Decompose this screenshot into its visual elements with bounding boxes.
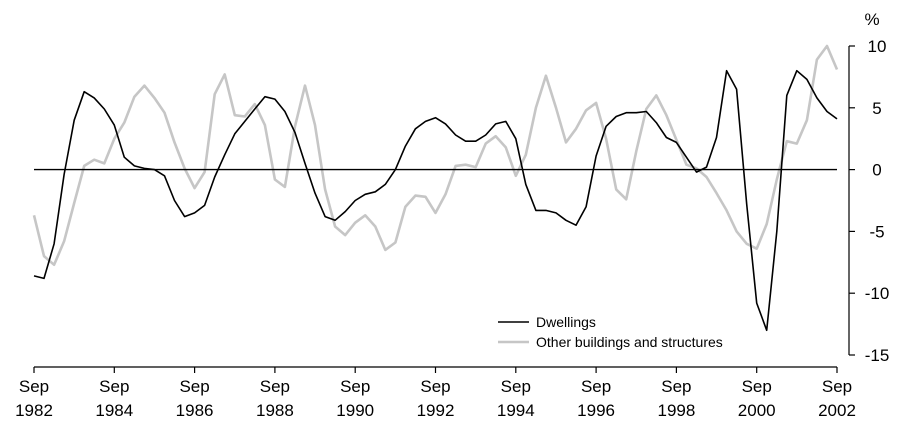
x-tick-label-year: 1988: [256, 401, 294, 420]
x-tick-label-month: Sep: [99, 377, 129, 396]
series-layer: [32, 44, 839, 332]
y-tick-label: -10: [865, 284, 890, 303]
legend: Dwellings Other buildings and structures: [498, 314, 723, 350]
x-tick-label-month: Sep: [581, 377, 611, 396]
legend-label-other-buildings: Other buildings and structures: [536, 334, 723, 350]
x-tick-label-year: 1982: [15, 401, 53, 420]
x-tick-label-month: Sep: [501, 377, 531, 396]
x-tick-label-year: 1986: [176, 401, 214, 420]
x-tick-label-month: Sep: [742, 377, 772, 396]
x-tick-label-month: Sep: [19, 377, 49, 396]
series-line-dwellings: [33, 69, 838, 332]
x-tick-label-year: 1990: [336, 401, 374, 420]
x-tick-label-month: Sep: [420, 377, 450, 396]
x-tick-label-year: 1992: [417, 401, 455, 420]
y-tick-label: -15: [865, 346, 890, 365]
y-tick-label: 5: [872, 99, 881, 118]
y-tick-label: -5: [869, 222, 884, 241]
y-tick-label: 0: [872, 161, 881, 180]
y-tick-label: 10: [868, 37, 887, 56]
x-tick-label-month: Sep: [260, 377, 290, 396]
x-tick-label-year: 1996: [577, 401, 615, 420]
x-tick-label-month: Sep: [822, 377, 852, 396]
x-tick-label-year: 1998: [657, 401, 695, 420]
y-axis-unit-label: %: [864, 10, 879, 29]
x-tick-label-year: 2002: [818, 401, 856, 420]
x-axis-ticks: Sep 1982 Sep 1984 Sep 1986 Sep 1988 Sep 1990 Sep 19…: [15, 367, 856, 420]
x-tick-label-month: Sep: [661, 377, 691, 396]
x-tick-label-year: 1984: [95, 401, 133, 420]
legend-label-dwellings: Dwellings: [536, 314, 596, 330]
x-tick-label-month: Sep: [340, 377, 370, 396]
y-axis-ticks: 10 5 0 -5 -10 -15: [849, 37, 889, 365]
x-tick-label-month: Sep: [179, 377, 209, 396]
x-tick-label-year: 1994: [497, 401, 535, 420]
series-line-other-buildings: [32, 44, 839, 267]
x-tick-label-year: 2000: [738, 401, 776, 420]
